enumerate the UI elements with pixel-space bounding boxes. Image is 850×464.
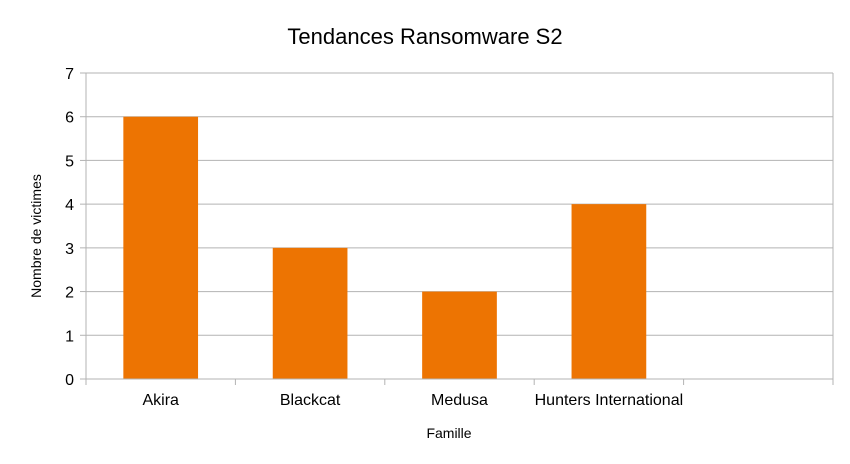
y-tick-label: 1: [65, 328, 74, 345]
x-tick-label: Akira: [142, 392, 179, 409]
y-tick-label: 4: [65, 197, 74, 214]
y-tick-label: 0: [65, 372, 74, 389]
y-tick-label: 5: [65, 153, 74, 170]
x-axis-label: Famille: [426, 425, 471, 441]
axes: [85, 73, 834, 385]
bar: [123, 116, 199, 379]
x-tick-labels: Akira Blackcat Medusa Hunters International: [142, 392, 683, 409]
x-tick-label: Hunters International: [535, 392, 684, 409]
x-tick-label: Medusa: [431, 392, 488, 409]
y-axis-label: Nombre de victimes: [28, 174, 44, 298]
bar: [272, 247, 348, 379]
y-tick-label: 6: [65, 110, 74, 127]
bar: [422, 291, 497, 379]
y-tick-label: 2: [65, 285, 74, 302]
gridlines: [80, 72, 833, 380]
y-tick-label: 7: [65, 66, 74, 83]
x-tick-label: Blackcat: [280, 392, 341, 409]
bar: [571, 204, 647, 379]
bars: [123, 116, 647, 379]
y-tick-labels: 0 1 2 3 4 5 6 7: [65, 66, 74, 389]
y-tick-label: 3: [65, 241, 74, 258]
chart-title: Tendances Ransomware S2: [287, 24, 562, 49]
